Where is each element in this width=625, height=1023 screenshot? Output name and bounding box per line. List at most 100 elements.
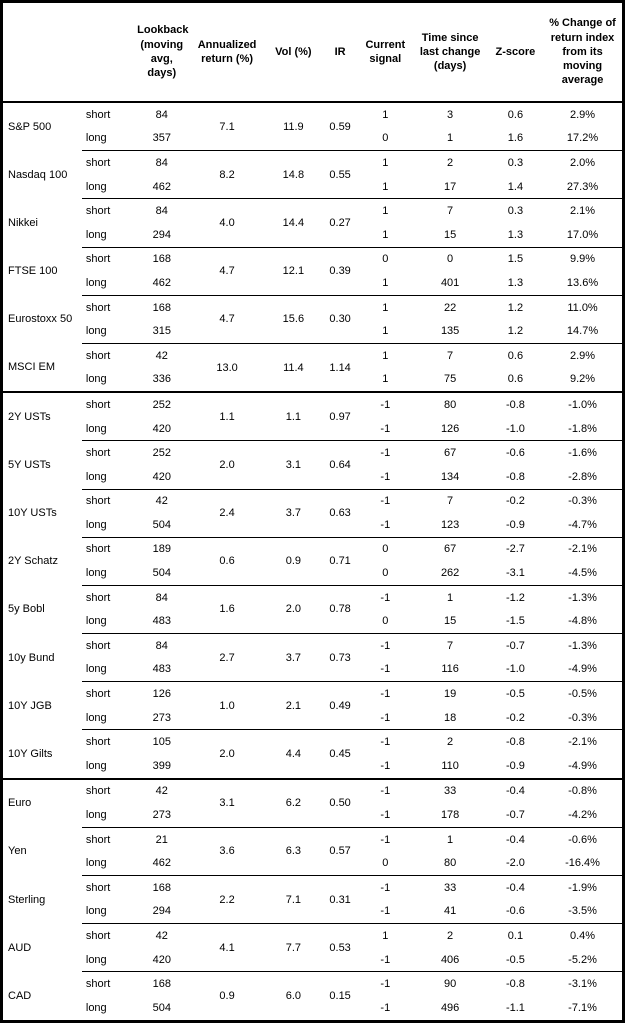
ir-value: 1.14 bbox=[322, 342, 359, 393]
vol-value: 2.0 bbox=[264, 584, 323, 634]
z-score-value: -0.9 bbox=[487, 754, 544, 779]
pct-change-value: -4.9% bbox=[543, 657, 624, 682]
current-signal-value: -1 bbox=[358, 633, 413, 658]
z-score-value: 1.6 bbox=[487, 126, 544, 151]
table-row: Nikkei short 84 4.0 14.4 0.27 1 7 0.3 2.1% bbox=[1, 198, 624, 248]
table-row: MSCI EM short 42 13.0 11.4 1.14 1 7 0.6 2.9% bbox=[1, 342, 624, 393]
asset-name: AUD bbox=[1, 923, 82, 972]
annualized-return-value: 3.1 bbox=[189, 777, 265, 828]
lookback-value: 504 bbox=[134, 561, 190, 586]
ir-value: 0.39 bbox=[322, 246, 359, 296]
annualized-return-value: 1.1 bbox=[189, 391, 265, 441]
lookback-value: 357 bbox=[134, 126, 190, 151]
table-row: long 357 0 1 1.6 17.2% bbox=[2, 126, 624, 151]
horizon-label: short bbox=[81, 391, 135, 417]
horizon-label: long bbox=[81, 126, 135, 151]
current-signal-value: -1 bbox=[358, 705, 413, 730]
current-signal-value: -1 bbox=[358, 681, 413, 706]
z-score-value: -2.0 bbox=[487, 851, 544, 876]
time-since-value: 7 bbox=[412, 198, 488, 223]
lookback-value: 168 bbox=[134, 874, 190, 900]
annualized-return-value: 2.4 bbox=[189, 488, 265, 538]
annualized-return-value: 4.7 bbox=[189, 246, 265, 296]
vol-value: 15.6 bbox=[264, 294, 323, 344]
annualized-return-value: 0.9 bbox=[189, 971, 265, 1022]
table-row: long 462 1 17 1.4 27.3% bbox=[2, 174, 624, 199]
table-row: long 420 -1 406 -0.5 -5.2% bbox=[2, 947, 624, 972]
table-body: S&P 500 short 84 7.1 11.9 0.59 1 3 0.6 2.9% long 35… bbox=[1, 101, 624, 1022]
z-score-value: 1.3 bbox=[487, 222, 544, 248]
asset-name: 10Y USTs bbox=[1, 489, 82, 538]
current-signal-value: 1 bbox=[358, 150, 413, 175]
z-score-value: -0.4 bbox=[487, 777, 544, 804]
current-signal-value: -1 bbox=[358, 513, 413, 538]
table-row: AUD short 42 4.1 7.7 0.53 1 2 0.1 0.4% bbox=[1, 923, 624, 972]
header-ir: IR bbox=[322, 1, 359, 103]
current-signal-value: -1 bbox=[358, 440, 413, 465]
lookback-value: 84 bbox=[134, 150, 190, 175]
time-since-value: 126 bbox=[412, 416, 488, 441]
time-since-value: 41 bbox=[412, 899, 488, 924]
vol-value: 3.1 bbox=[264, 440, 323, 489]
z-score-value: -0.6 bbox=[487, 899, 544, 924]
time-since-value: 116 bbox=[412, 657, 488, 682]
asset-name: Nikkei bbox=[1, 198, 82, 248]
time-since-value: 22 bbox=[412, 294, 488, 320]
ir-value: 0.27 bbox=[322, 198, 359, 248]
current-signal-value: -1 bbox=[358, 777, 413, 804]
pct-change-value: -3.5% bbox=[543, 899, 624, 924]
lookback-value: 273 bbox=[134, 705, 190, 730]
table-row: Nasdaq 100 short 84 8.2 14.8 0.55 1 2 0.3 2.0% bbox=[1, 150, 624, 199]
asset-name: Yen bbox=[1, 827, 82, 876]
annualized-return-value: 2.7 bbox=[189, 633, 265, 682]
table-row: 10Y Gilts short 105 2.0 4.4 0.45 -1 2 -0.8 -2.1% bbox=[1, 729, 624, 779]
table-row: long 462 0 80 -2.0 -16.4% bbox=[2, 851, 624, 876]
lookback-value: 294 bbox=[134, 222, 190, 248]
lookback-value: 168 bbox=[134, 971, 190, 996]
table-row: FTSE 100 short 168 4.7 12.1 0.39 0 0 1.5 9.9% bbox=[1, 246, 624, 296]
horizon-label: short bbox=[81, 440, 135, 465]
horizon-label: short bbox=[81, 923, 135, 948]
z-score-value: 0.1 bbox=[487, 923, 544, 948]
vol-value: 4.4 bbox=[264, 729, 323, 779]
time-since-value: 67 bbox=[412, 536, 488, 562]
vol-value: 7.1 bbox=[264, 874, 323, 924]
time-since-value: 1 bbox=[412, 126, 488, 151]
annualized-return-value: 7.1 bbox=[189, 101, 265, 151]
lookback-value: 315 bbox=[134, 319, 190, 344]
lookback-value: 483 bbox=[134, 609, 190, 634]
z-score-value: 0.3 bbox=[487, 198, 544, 223]
time-since-value: 7 bbox=[412, 342, 488, 368]
horizon-label: short bbox=[81, 874, 135, 900]
annualized-return-value: 3.6 bbox=[189, 826, 265, 876]
horizon-label: short bbox=[81, 681, 135, 706]
current-signal-value: 1 bbox=[358, 174, 413, 199]
z-score-value: 1.5 bbox=[487, 246, 544, 272]
pct-change-value: 0.4% bbox=[543, 923, 624, 948]
horizon-label: long bbox=[81, 803, 135, 828]
vol-value: 3.7 bbox=[264, 488, 323, 538]
ir-value: 0.59 bbox=[322, 101, 359, 151]
pct-change-value: -16.4% bbox=[543, 851, 624, 876]
current-signal-value: -1 bbox=[358, 971, 413, 996]
z-score-value: -2.7 bbox=[487, 536, 544, 562]
current-signal-value: 1 bbox=[358, 319, 413, 344]
annualized-return-value: 2.2 bbox=[189, 874, 265, 924]
time-since-value: 15 bbox=[412, 609, 488, 634]
horizon-label: short bbox=[81, 101, 135, 127]
header-vol: Vol (%) bbox=[264, 1, 323, 103]
horizon-label: long bbox=[81, 367, 135, 393]
pct-change-value: -0.8% bbox=[543, 777, 624, 804]
z-score-value: 1.2 bbox=[487, 294, 544, 320]
header-annualized-return: Annualized return (%) bbox=[189, 1, 265, 103]
time-since-value: 33 bbox=[412, 777, 488, 804]
horizon-label: short bbox=[81, 826, 135, 852]
vol-value: 14.4 bbox=[264, 198, 323, 248]
current-signal-value: -1 bbox=[358, 826, 413, 852]
pct-change-value: -4.7% bbox=[543, 513, 624, 538]
table-row: 10y Bund short 84 2.7 3.7 0.73 -1 7 -0.7 -1.3% bbox=[1, 633, 624, 682]
z-score-value: -0.8 bbox=[487, 464, 544, 489]
z-score-value: -1.1 bbox=[487, 995, 544, 1022]
lookback-value: 105 bbox=[134, 729, 190, 755]
ir-value: 0.45 bbox=[322, 729, 359, 779]
